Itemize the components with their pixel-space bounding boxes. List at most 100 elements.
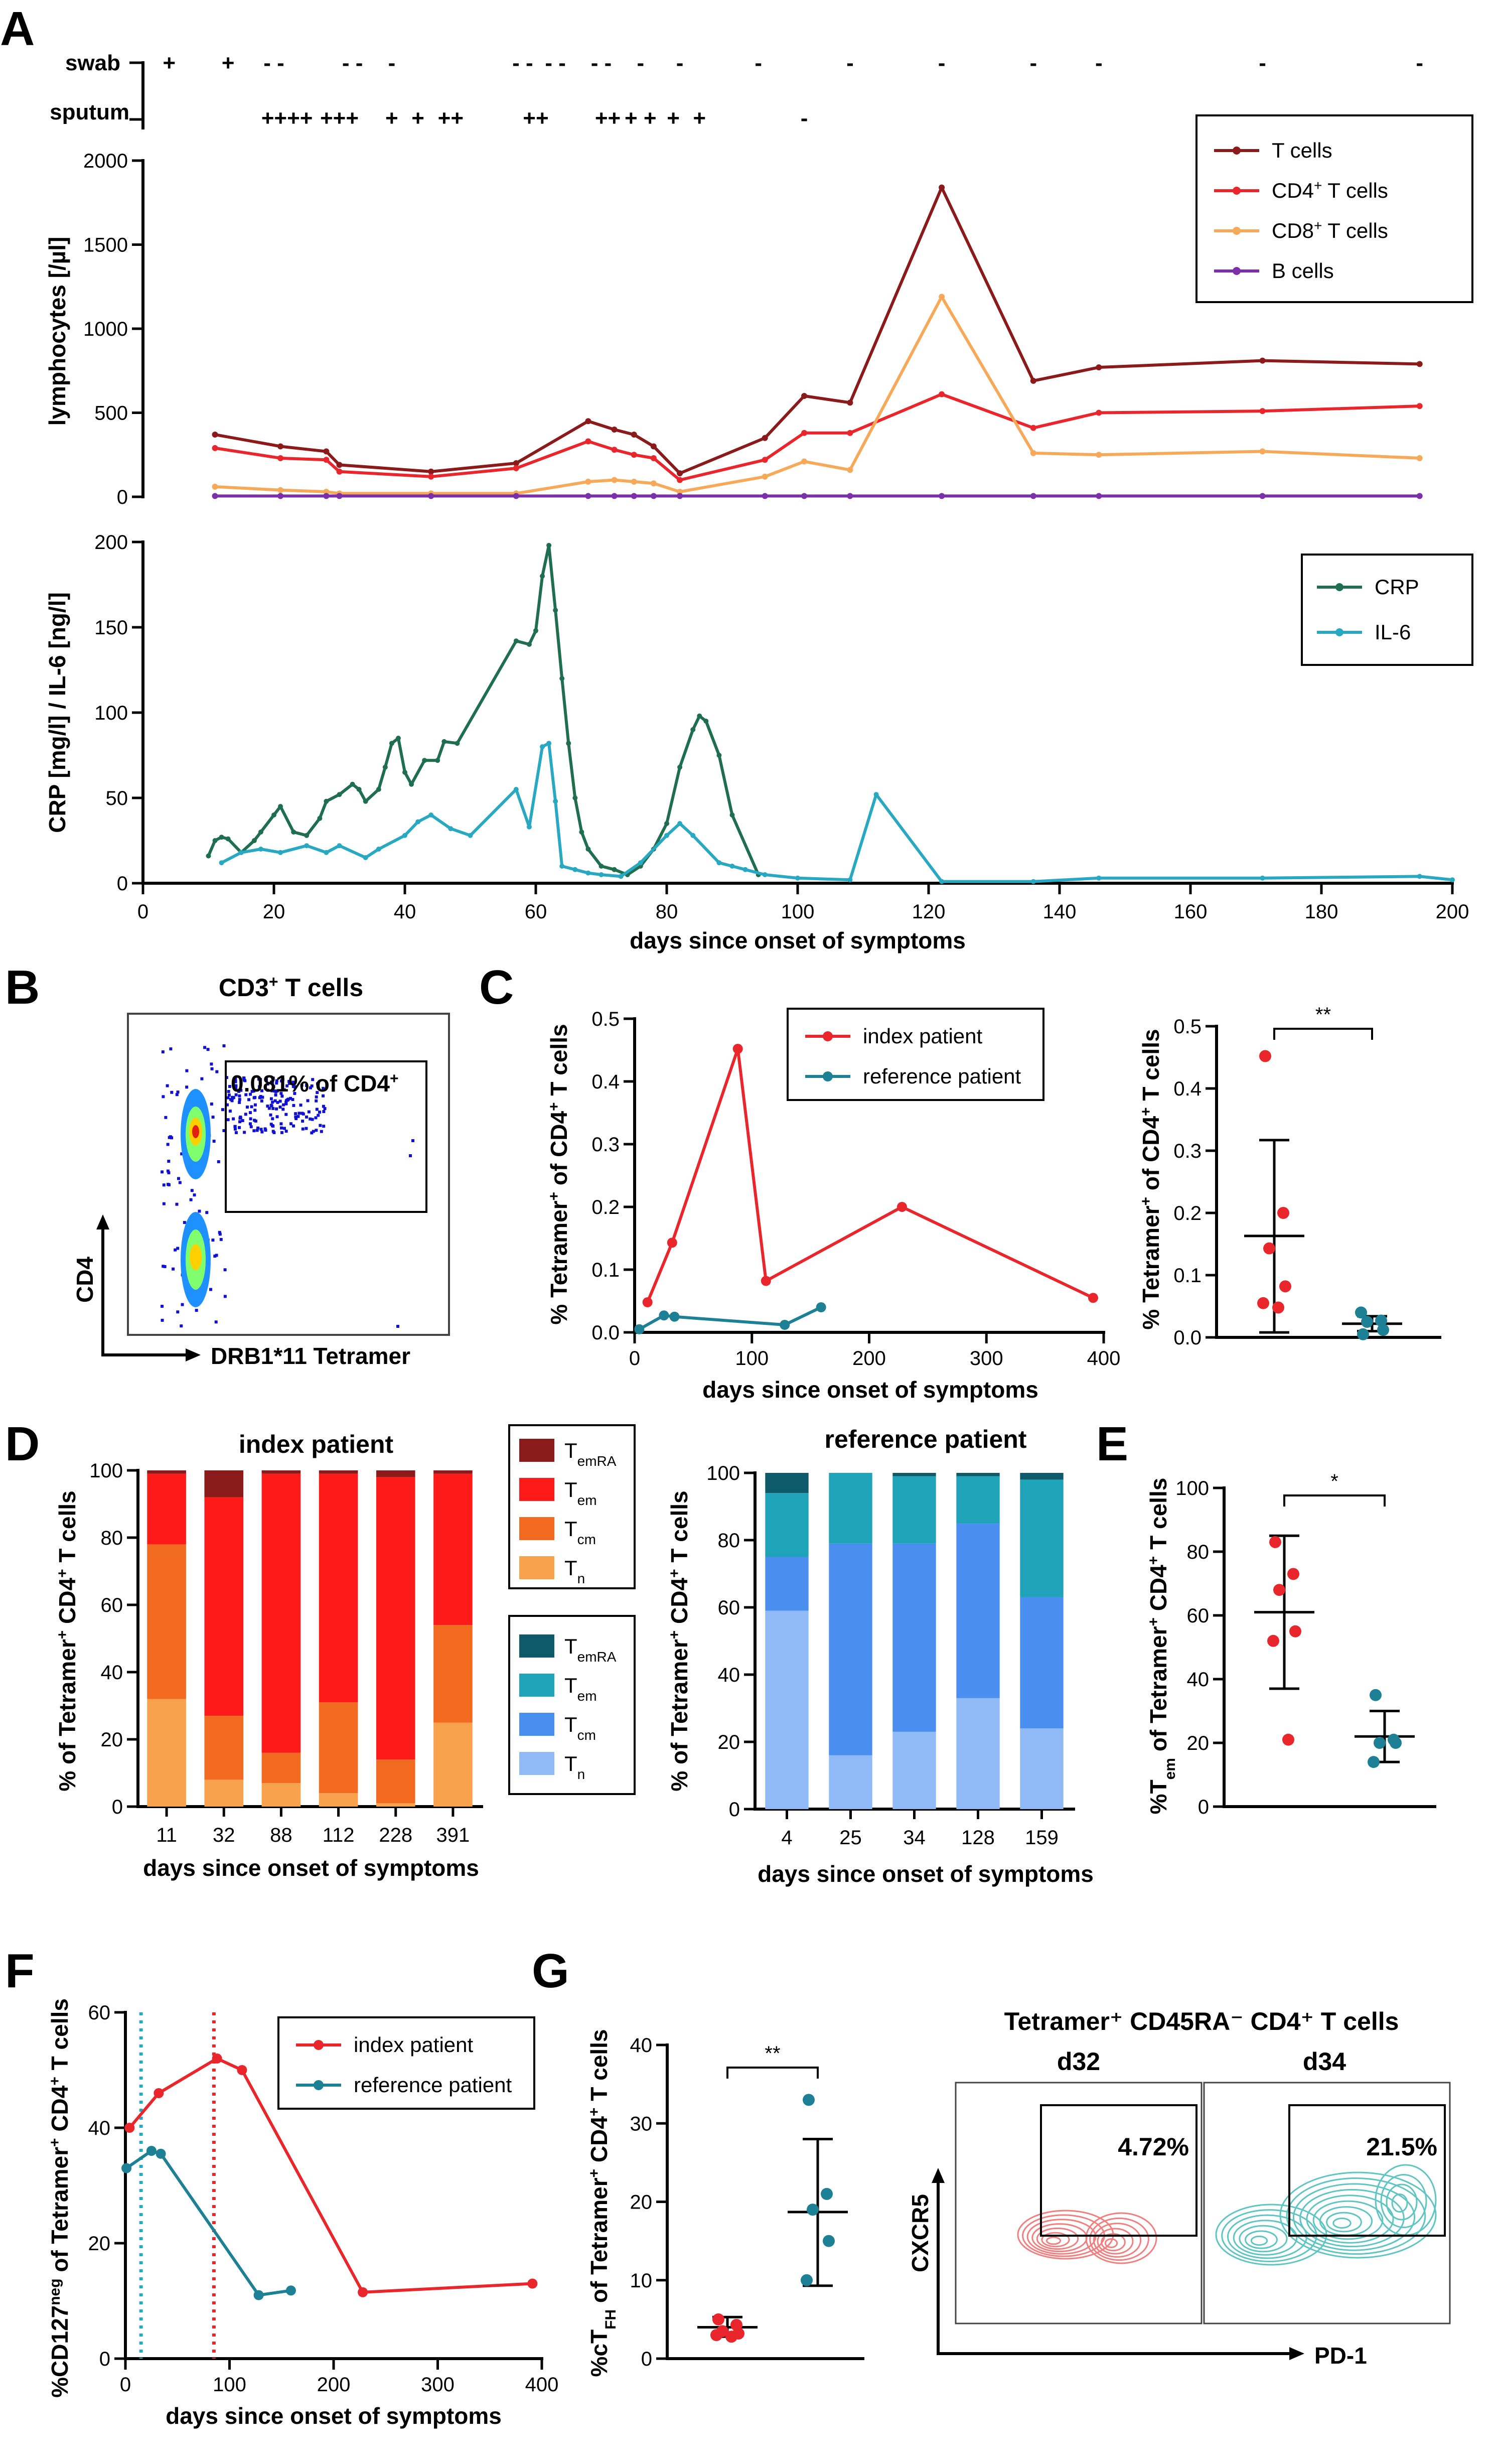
flow-x-label-g: PD-1 [1314, 2343, 1367, 2369]
a1-legend: T cells CD4+ T cells CD8+ T cells B cells [1214, 139, 1388, 283]
a2-xtick-label: 100 [781, 901, 815, 923]
a2-series-1-point [448, 826, 454, 832]
background-event [162, 1183, 166, 1187]
tetramer-positive-event [322, 1105, 325, 1108]
swab-mark-3: - - [342, 51, 363, 75]
f-xtick-label: 0 [120, 2374, 131, 2396]
background-event [195, 1309, 198, 1312]
a1-series-3-point [277, 493, 284, 499]
d1-bar-temra-228 [376, 1470, 415, 1477]
a1-series-0-point [650, 443, 657, 450]
a2-series-0-point [559, 676, 565, 681]
c2-point-0 [1279, 1280, 1291, 1293]
right-b-contour-7 [1286, 2177, 1426, 2255]
tetramer-positive-event [294, 1115, 297, 1119]
e-ytick-label: 80 [1187, 1541, 1210, 1563]
c1-xtick-label: 300 [970, 1347, 1003, 1370]
right-day-label: d34 [1303, 2047, 1346, 2076]
a1-ytick-label: 1000 [83, 318, 128, 340]
tetramer-positive-event [281, 1108, 285, 1111]
sputum-mark-5: ++ [523, 106, 548, 130]
a2-series-1-point [376, 847, 381, 852]
a1-series-3-point [1096, 493, 1102, 499]
a2-series-1-point [618, 874, 624, 879]
a1-series-2-line [215, 295, 1420, 495]
left-b-contour-2 [1097, 2228, 1134, 2255]
a1-series-0-point [513, 460, 519, 466]
a2-series-0-point [566, 741, 571, 746]
a2-series-0-point [422, 758, 427, 763]
tetramer-positive-event [309, 1086, 313, 1089]
tetramer-positive-event [242, 1078, 246, 1082]
g1-point-1 [801, 2274, 813, 2286]
a2-series-1-point [559, 864, 565, 869]
d1-category-label: 391 [436, 1824, 470, 1846]
a2-x-label: days since onset of symptoms [630, 927, 966, 953]
background-event [185, 1085, 189, 1089]
right-contour-1 [1245, 2230, 1278, 2249]
c1-series-1-point [669, 1311, 680, 1322]
g1-y-label: %cTFH of Tetramer+ CD4+ T cells [586, 2029, 619, 2377]
background-event [180, 1324, 183, 1328]
a1-ytick-label: 2000 [83, 150, 128, 172]
c2-point-1 [1375, 1314, 1387, 1327]
a2-series-1-point [598, 872, 604, 877]
a2-series-1-point [337, 843, 342, 849]
a2-series-1-point [513, 787, 519, 792]
a1-series-2-point [1030, 450, 1036, 456]
a1-series-2-point [1259, 448, 1266, 455]
swab-mark-8: - [637, 51, 644, 75]
background-event [217, 1160, 220, 1163]
c2-point-1 [1357, 1328, 1369, 1340]
d2-y-label: % of Tetramer+ CD4+ T cells [666, 1490, 693, 1791]
a1-series-0-point [212, 432, 218, 438]
a2-series-1-point [762, 872, 768, 877]
a1-series-0-point [1416, 361, 1423, 367]
background-event [167, 1171, 171, 1174]
a2-series-1-point [1260, 875, 1265, 881]
a2-series-0-point [395, 736, 401, 741]
flow-y-label-g: CXCR5 [907, 2194, 933, 2272]
background-event [222, 1129, 226, 1133]
a2-legend-label-0: CRP [1375, 575, 1419, 599]
d2-ytick-label: 40 [718, 1664, 740, 1686]
a1-series-1-line [215, 392, 1420, 482]
d2-bar-tem-159 [1020, 1479, 1064, 1597]
background-event [161, 1318, 164, 1322]
right-c-contour-1 [1386, 2183, 1418, 2221]
a2-series-1-point [873, 792, 879, 797]
tetramer-positive-event [271, 1101, 274, 1104]
left-contour-1 [1041, 2232, 1070, 2248]
f-series-0-point [527, 2278, 538, 2289]
panel-letter-c: C [479, 961, 514, 1014]
right-b-contour-0 [1332, 2218, 1352, 2229]
swab-mark-4: - [388, 51, 396, 75]
c1-xtick-label: 100 [735, 1347, 769, 1370]
f-xtick-label: 300 [421, 2374, 455, 2396]
d1-bar-temra-88 [261, 1470, 301, 1474]
tetramer-positive-event [314, 1116, 318, 1120]
f-series-1-point [253, 2290, 264, 2300]
background-event [175, 1202, 179, 1206]
sputum-results: ++++ +++ + + ++ ++ ++ + + + + - [261, 106, 808, 130]
a2-series-0-point [324, 798, 329, 804]
d1-title: index patient [239, 1430, 394, 1458]
d-legend-index-label-0: TemRA [564, 1439, 617, 1469]
a2-series-1-point [664, 833, 669, 838]
a1-series-0-point [1259, 357, 1266, 364]
tetramer-positive-event [253, 1103, 257, 1107]
background-event [206, 1048, 210, 1051]
a2-series-0-point [729, 812, 735, 817]
reference-subset-legend: TemRA Tem Tcm Tn [508, 1615, 636, 1795]
g1-ytick-label: 40 [630, 2034, 653, 2057]
tetramer-positive-event [243, 1131, 246, 1134]
tetramer-positive-event [234, 1077, 237, 1081]
a1-series-1-point [212, 445, 218, 451]
a1-series-1-point [277, 455, 284, 461]
a2-y-label: CRP [mg/l] / IL-6 [ng/l] [44, 592, 70, 833]
tetramer-positive-event [294, 1117, 298, 1121]
d1-bar-tcm-32 [204, 1716, 244, 1780]
c1-series-0-point [667, 1238, 677, 1248]
swab-mark-16: - [1416, 51, 1423, 75]
